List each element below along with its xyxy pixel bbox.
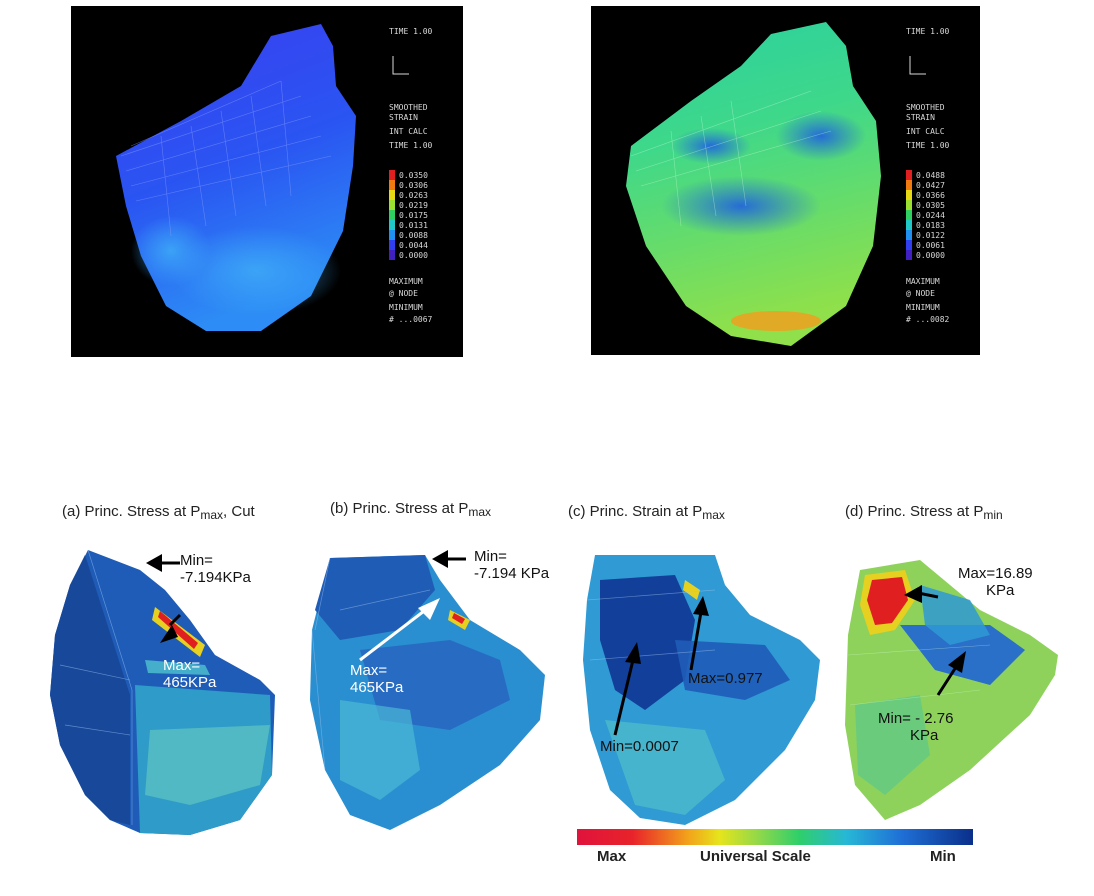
svg-text:0.0350: 0.0350 <box>399 171 428 180</box>
svg-text:0.0000: 0.0000 <box>916 251 945 260</box>
top-left-legend: TIME 1.00 SMOOTHED STRAIN INT CALC TIME … <box>389 27 433 324</box>
svg-text:0.0131: 0.0131 <box>399 221 428 230</box>
svg-text:# ...0067: # ...0067 <box>389 315 433 324</box>
svg-text:MAXIMUM: MAXIMUM <box>389 277 423 286</box>
label-a-min: Min= -7.194KPa <box>180 552 251 586</box>
label-c-max: Max=0.977 <box>688 670 763 687</box>
svg-text:TIME 1.00: TIME 1.00 <box>389 27 433 36</box>
scale-label-min: Min <box>930 848 956 865</box>
caption-d: (d) Princ. Stress at Pmin <box>845 503 1003 522</box>
svg-text:# ...0082: # ...0082 <box>906 315 950 324</box>
svg-text:0.0306: 0.0306 <box>399 181 428 190</box>
arrow-b-min <box>432 550 466 568</box>
label-a-max: Max= 465KPa <box>163 657 217 691</box>
heart-model-c <box>583 555 820 825</box>
heart-model-d <box>845 560 1058 820</box>
svg-text:0.0305: 0.0305 <box>916 201 945 210</box>
universal-color-scale-bar <box>577 829 973 845</box>
top-left-heart-model: TIME 1.00 SMOOTHED STRAIN INT CALC TIME … <box>116 24 433 331</box>
arrow-a-min <box>146 554 180 572</box>
svg-text:SMOOTHED: SMOOTHED <box>906 103 945 112</box>
svg-text:STRAIN: STRAIN <box>389 113 418 122</box>
svg-text:INT CALC: INT CALC <box>906 127 945 136</box>
svg-text:0.0263: 0.0263 <box>399 191 428 200</box>
svg-text:0.0427: 0.0427 <box>916 181 945 190</box>
heart-model-a <box>50 549 275 835</box>
top-right-heart-model: TIME 1.00 SMOOTHED STRAIN INT CALC TIME … <box>626 22 950 346</box>
caption-c: (c) Princ. Strain at Pmax <box>568 503 725 522</box>
svg-text:0.0366: 0.0366 <box>916 191 945 200</box>
label-d-min: Min= - 2.76 KPa <box>878 710 954 744</box>
caption-a: (a) Princ. Stress at Pmax, Cut <box>62 503 255 522</box>
svg-text:MINIMUM: MINIMUM <box>389 303 423 312</box>
svg-text:0.0219: 0.0219 <box>399 201 428 210</box>
top-right-legend: TIME 1.00 SMOOTHED STRAIN INT CALC TIME … <box>906 27 950 324</box>
svg-text:MAXIMUM: MAXIMUM <box>906 277 940 286</box>
svg-text:0.0044: 0.0044 <box>399 241 428 250</box>
svg-text:0.0175: 0.0175 <box>399 211 428 220</box>
heart-model-b <box>310 555 545 830</box>
svg-text:0.0183: 0.0183 <box>916 221 945 230</box>
svg-text:0.0244: 0.0244 <box>916 211 945 220</box>
svg-text:0.0061: 0.0061 <box>916 241 945 250</box>
svg-text:TIME 1.00: TIME 1.00 <box>389 141 433 150</box>
scale-label-max: Max <box>597 848 627 865</box>
label-b-min: Min= -7.194 KPa <box>474 548 550 582</box>
label-d-max: Max=16.89 KPa <box>958 565 1033 599</box>
svg-text:SMOOTHED: SMOOTHED <box>389 103 428 112</box>
svg-text:TIME 1.00: TIME 1.00 <box>906 141 950 150</box>
svg-text:INT CALC: INT CALC <box>389 127 428 136</box>
svg-text:@ NODE: @ NODE <box>389 289 418 298</box>
svg-text:0.0488: 0.0488 <box>916 171 945 180</box>
label-c-min: Min=0.0007 <box>600 738 679 755</box>
svg-text:@ NODE: @ NODE <box>906 289 935 298</box>
svg-text:TIME 1.00: TIME 1.00 <box>906 27 950 36</box>
scale-label-center: Universal Scale <box>700 848 811 865</box>
caption-b: (b) Princ. Stress at Pmax <box>330 500 492 519</box>
label-b-max: Max= 465KPa <box>350 662 404 696</box>
top-right-fem-panel: TIME 1.00 SMOOTHED STRAIN INT CALC TIME … <box>591 6 980 355</box>
svg-text:0.0122: 0.0122 <box>916 231 945 240</box>
svg-text:MINIMUM: MINIMUM <box>906 303 940 312</box>
svg-text:0.0088: 0.0088 <box>399 231 428 240</box>
top-left-fem-panel: TIME 1.00 SMOOTHED STRAIN INT CALC TIME … <box>71 6 463 357</box>
svg-text:0.0000: 0.0000 <box>399 251 428 260</box>
svg-text:STRAIN: STRAIN <box>906 113 935 122</box>
